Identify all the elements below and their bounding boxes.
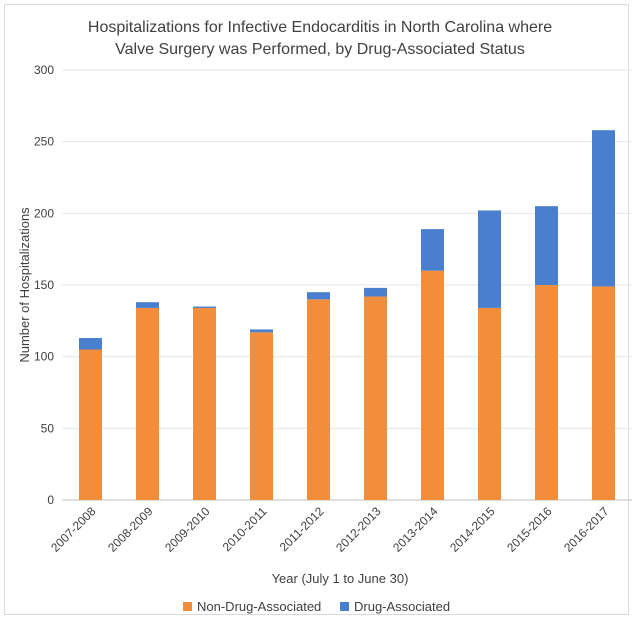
chart-frame [4, 4, 629, 615]
bar-drug-associated [535, 206, 558, 285]
bar-non-drug-associated [421, 270, 444, 500]
x-tick-label: 2008-2009 [105, 504, 156, 555]
x-tick-label: 2012-2013 [333, 504, 384, 555]
legend-swatch-non-drug-associated [183, 602, 192, 611]
bar-non-drug-associated [535, 285, 558, 500]
y-tick-label: 0 [47, 493, 54, 507]
x-tick-label: 2010-2011 [220, 504, 270, 554]
chart-title-line-1: Hospitalizations for Infective Endocardi… [88, 19, 552, 36]
bar-drug-associated [307, 292, 330, 300]
y-tick-label: 150 [34, 278, 54, 292]
y-tick-label: 100 [34, 350, 54, 364]
bar-non-drug-associated [79, 349, 102, 500]
x-tick-label: 2016-2017 [561, 504, 612, 555]
x-tick-label: 2011-2012 [277, 504, 327, 554]
y-axis-title: Number of Hospitalizations [17, 207, 32, 363]
legend: Non-Drug-Associated Drug-Associated [183, 599, 450, 614]
x-axis-title: Year (July 1 to June 30) [272, 571, 409, 586]
bar-non-drug-associated [136, 307, 159, 500]
y-tick-labels: 0 50 100 150 200 250 300 [34, 63, 54, 507]
bar-drug-associated [79, 338, 102, 350]
bar-drug-associated [592, 130, 615, 287]
bar-non-drug-associated [193, 307, 216, 500]
legend-label: Non-Drug-Associated [197, 599, 321, 614]
y-tick-label: 50 [41, 421, 55, 435]
bar-drug-associated [421, 229, 444, 271]
x-tick-label: 2015-2016 [504, 504, 555, 555]
y-tick-label: 250 [34, 135, 54, 149]
bar-drug-associated [364, 287, 387, 297]
bar-drug-associated [250, 329, 273, 333]
x-tick-label: 2007-2008 [48, 504, 99, 555]
bars [79, 130, 615, 500]
x-tick-label: 2009-2010 [162, 504, 213, 555]
bar-non-drug-associated [307, 299, 330, 500]
x-tick-labels: 2007-2008 2008-2009 2009-2010 2010-2011 2011… [48, 504, 612, 555]
bar-non-drug-associated [592, 286, 615, 500]
chart-title-line-2: Valve Surgery was Performed, by Drug-Ass… [115, 41, 525, 58]
bar-drug-associated [478, 210, 501, 308]
legend-swatch-drug-associated [340, 602, 349, 611]
y-tick-label: 300 [34, 63, 54, 77]
x-tick-label: 2014-2015 [447, 504, 498, 555]
bar-drug-associated [193, 306, 216, 308]
legend-label: Drug-Associated [354, 599, 450, 614]
x-tick-label: 2013-2014 [390, 504, 441, 555]
bar-non-drug-associated [478, 307, 501, 500]
y-tick-label: 200 [34, 206, 54, 220]
bar-non-drug-associated [250, 332, 273, 500]
bar-drug-associated [136, 302, 159, 308]
bar-non-drug-associated [364, 296, 387, 500]
